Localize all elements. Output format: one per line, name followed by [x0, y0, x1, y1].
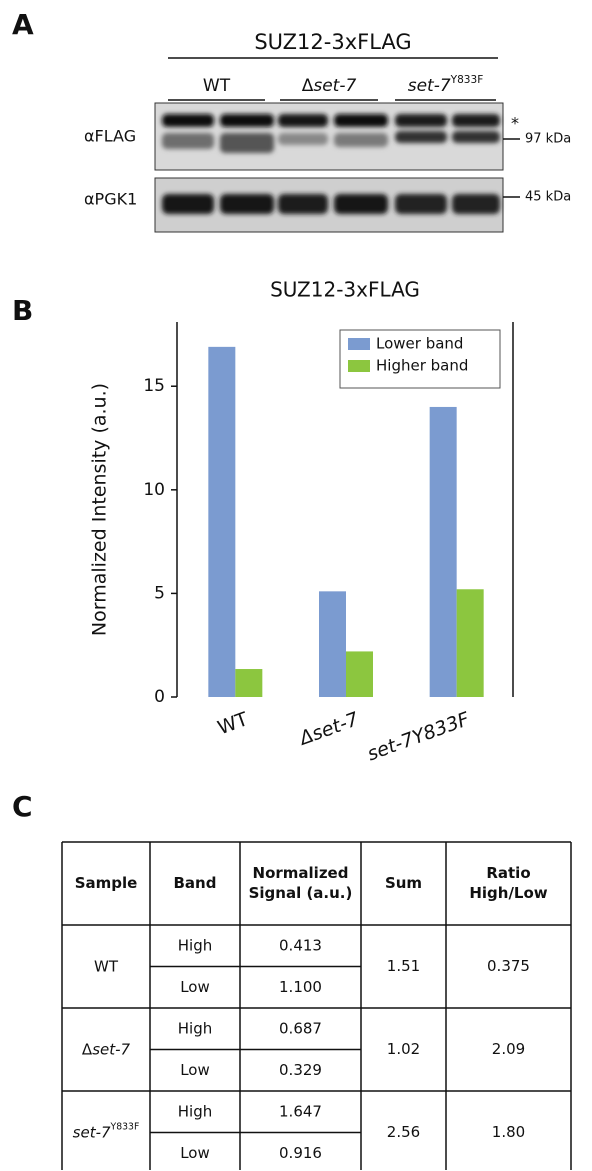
bar [208, 347, 235, 697]
header-cell: Sum [385, 874, 422, 892]
x-tick-label: WT [215, 708, 251, 739]
table-cell: 0.687 [279, 1019, 322, 1037]
antibody-label: αFLAG [84, 127, 136, 146]
header-cell: High/Low [469, 884, 547, 902]
panel-label: A [12, 8, 34, 41]
table-cell: High [178, 1102, 212, 1120]
header-cell: Signal (a.u.) [249, 884, 353, 902]
blot-header: SUZ12-3xFLAG [254, 30, 411, 54]
group-label: set-7Y833F [408, 74, 484, 96]
sample-cell: WT [94, 957, 119, 975]
panel-label: C [12, 790, 33, 823]
size-marker: 97 kDa [525, 132, 571, 147]
sum-cell: 1.02 [387, 1040, 420, 1058]
y-tick-label: 0 [154, 687, 165, 707]
chart-title: SUZ12-3xFLAG [270, 278, 420, 302]
text-part: set-7 [313, 76, 356, 96]
size-marker: 45 kDa [525, 190, 571, 205]
figure: ASUZ12-3xFLAGWTΔset-7set-7Y833FαFLAG97 k… [0, 0, 592, 1171]
header-cell: Normalized [253, 864, 349, 882]
table-cell: 1.100 [279, 978, 322, 996]
y-tick-label: 15 [143, 376, 165, 396]
y-axis-label: Normalized Intensity (a.u.) [89, 383, 111, 636]
header-cell: Band [174, 874, 217, 892]
table-cell: 0.413 [279, 936, 322, 954]
bar [235, 669, 262, 697]
legend-swatch [348, 360, 370, 372]
bar [430, 407, 457, 697]
legend-label: Higher band [376, 357, 468, 375]
panel-label: B [12, 294, 33, 327]
sum-cell: 2.56 [387, 1123, 420, 1141]
ratio-cell: 1.80 [492, 1123, 525, 1141]
header-cell: Sample [75, 874, 138, 892]
table-cell: 0.329 [279, 1061, 322, 1079]
bar [319, 591, 346, 697]
legend-label: Lower band [376, 335, 463, 353]
bar [346, 651, 373, 697]
sample-cell: set-7Y833F [73, 1122, 140, 1142]
group-label: WT [203, 76, 231, 96]
table-cell: Low [180, 1144, 210, 1162]
text-part: Δ [302, 76, 314, 96]
bar [457, 589, 484, 697]
sample-cell: Δset-7 [82, 1040, 131, 1058]
table-cell: 0.916 [279, 1144, 322, 1162]
text-part: Y833F [450, 74, 484, 86]
sum-cell: 1.51 [387, 957, 420, 975]
group-label: Δset-7 [302, 76, 357, 96]
y-tick-label: 5 [154, 583, 165, 603]
table-cell: Low [180, 1061, 210, 1079]
table-cell: High [178, 1019, 212, 1037]
text-part: set-7 [92, 1040, 130, 1058]
text-part: WT [94, 957, 119, 975]
text-part: WT [203, 76, 231, 96]
band-note: * [511, 114, 519, 133]
table-cell: 1.647 [279, 1102, 322, 1120]
y-tick-label: 10 [143, 480, 165, 500]
x-tick-label: Δset-7 [295, 708, 362, 750]
ratio-cell: 2.09 [492, 1040, 525, 1058]
antibody-label: αPGK1 [84, 190, 137, 209]
table-cell: High [178, 936, 212, 954]
text-part: set-7 [408, 76, 451, 96]
table-cell: Low [180, 978, 210, 996]
x-tick-label: set-7Y833F [364, 708, 473, 766]
ratio-cell: 0.375 [487, 957, 530, 975]
legend-swatch [348, 338, 370, 350]
text-part: set-7 [73, 1123, 111, 1141]
text-part: Y833F [110, 1122, 140, 1133]
header-cell: Ratio [486, 864, 530, 882]
